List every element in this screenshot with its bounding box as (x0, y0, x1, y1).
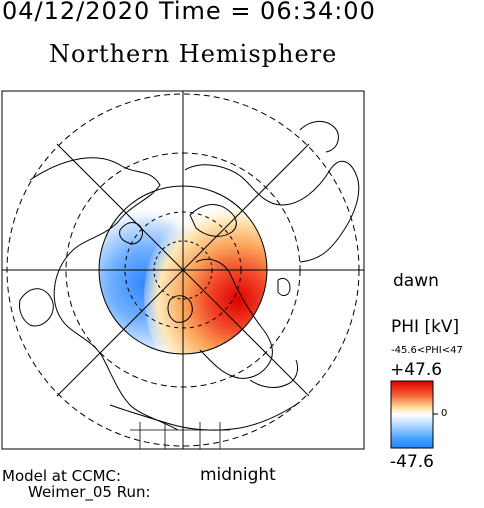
footer-run-line: Weimer_05 Run: (28, 483, 151, 501)
positive-potential-cell (144, 196, 267, 354)
dawn-label: dawn (393, 271, 439, 291)
colorbar-range: -45.6<PHI<47 (391, 345, 463, 356)
meridian-diagonal-2 (56, 143, 310, 397)
coastlines (19, 121, 360, 431)
midnight-label: midnight (200, 465, 276, 485)
hemisphere-title: Northern Hemisphere (49, 40, 338, 68)
colorbar-mid-label: 0 (441, 408, 448, 419)
colorbar-min-label: -47.6 (390, 452, 434, 472)
footer-model-line: Model at CCMC: (2, 467, 122, 485)
colorbar (390, 380, 434, 449)
bottom-grid (130, 422, 230, 449)
potential-field (99, 186, 267, 354)
date-time-title: 04/12/2020 Time = 06:34:00 (2, 0, 376, 25)
colorbar-title: PHI [kV] (391, 317, 460, 337)
colorbar-max-label: +47.6 (390, 360, 443, 380)
